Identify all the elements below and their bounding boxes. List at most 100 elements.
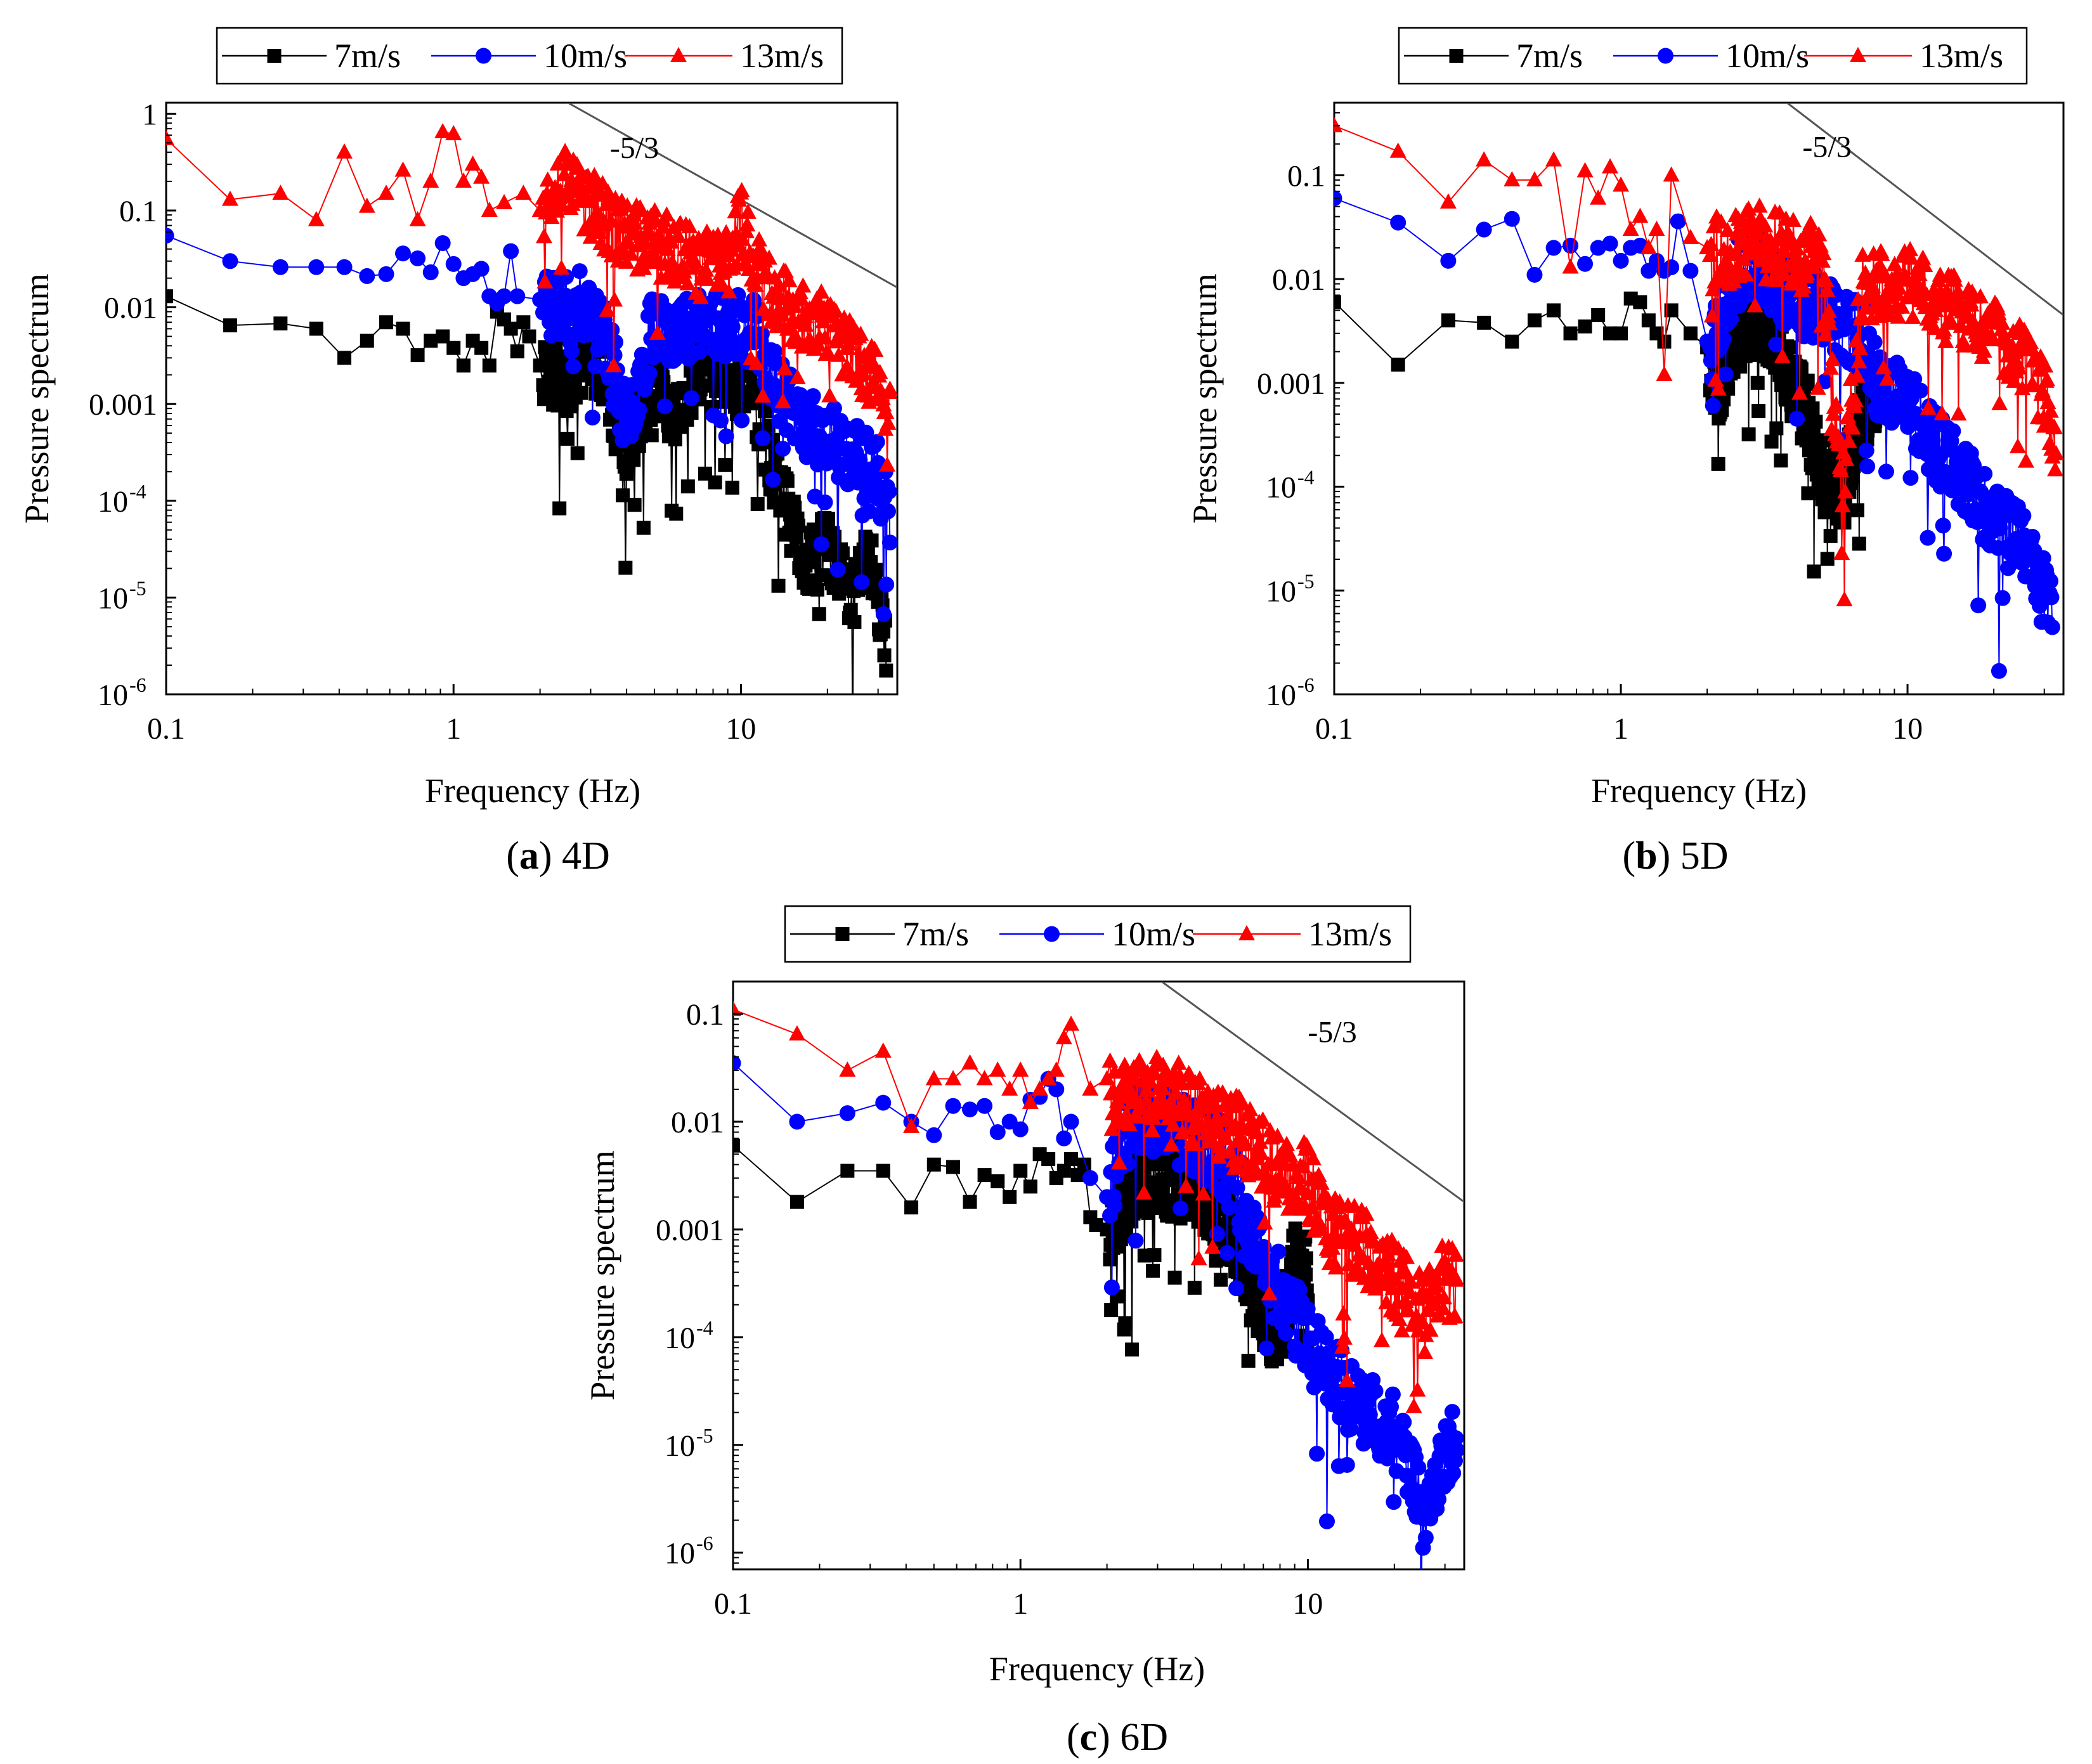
data-point	[1141, 1073, 1159, 1089]
data-point	[434, 235, 451, 251]
panel-letter: c	[1080, 1716, 1098, 1759]
data-point	[336, 259, 353, 275]
data-point	[599, 301, 616, 317]
data-point	[2034, 382, 2051, 398]
y-tick-label: 0.01	[671, 1106, 724, 1139]
data-point	[858, 424, 874, 441]
x-tick-label: 1	[1613, 712, 1628, 746]
data-point	[1023, 1179, 1037, 1194]
panel-caption: (b) 5D	[1622, 834, 1728, 878]
data-point	[1204, 1238, 1221, 1254]
legend-marker	[670, 47, 687, 62]
plot-data	[1334, 103, 2063, 679]
data-point	[1127, 1233, 1144, 1249]
y-tick-exponent: -6	[129, 673, 146, 696]
data-point	[1101, 1052, 1119, 1068]
data-point	[1741, 427, 1756, 442]
panel-caption: (c) 6D	[1067, 1716, 1168, 1759]
data-point	[739, 216, 756, 232]
data-point	[687, 253, 704, 269]
data-point	[2043, 573, 2059, 589]
data-point	[725, 481, 739, 495]
data-point	[751, 231, 768, 247]
data-point	[1886, 256, 1903, 271]
y-tick-label: 10	[1266, 678, 1296, 712]
data-point	[605, 357, 622, 373]
data-point	[1367, 1280, 1384, 1296]
series-13ms	[1334, 117, 2063, 607]
data-point	[1602, 158, 1619, 174]
data-point	[2015, 507, 2032, 524]
data-point	[1327, 1259, 1344, 1274]
slope-line	[1786, 103, 2063, 316]
data-point	[871, 363, 888, 379]
data-point	[1814, 252, 1831, 268]
data-point	[1914, 249, 1932, 265]
data-point	[812, 607, 826, 621]
data-point	[1603, 326, 1618, 340]
data-point	[769, 313, 786, 329]
data-point	[1718, 252, 1735, 268]
data-point	[720, 283, 737, 299]
data-point	[1591, 308, 1606, 322]
data-point	[670, 227, 687, 243]
data-point	[748, 354, 765, 370]
data-point	[1563, 326, 1578, 340]
data-point	[683, 390, 699, 406]
data-point	[1663, 259, 1680, 275]
data-point	[583, 191, 600, 207]
data-point	[733, 1001, 741, 1016]
data-point	[739, 204, 757, 219]
data-point	[821, 512, 836, 526]
data-point	[2039, 371, 2056, 387]
data-point	[1254, 1111, 1271, 1127]
data-point	[875, 1094, 892, 1111]
data-point	[876, 1164, 890, 1178]
data-point	[1710, 380, 1727, 396]
data-point	[878, 404, 895, 420]
data-point	[1299, 1251, 1313, 1266]
data-point	[1384, 1386, 1401, 1403]
data-point	[649, 324, 666, 340]
data-point	[1791, 384, 1809, 400]
data-point	[1416, 1343, 1433, 1359]
data-point	[789, 368, 806, 384]
legend-marker	[1658, 48, 1673, 64]
data-point	[422, 264, 439, 280]
data-point	[1167, 1084, 1185, 1100]
data-point	[588, 203, 606, 219]
data-point	[869, 434, 885, 450]
data-point	[1103, 1252, 1117, 1267]
data-point	[1850, 353, 1868, 368]
data-point	[881, 380, 897, 396]
data-point	[1163, 1136, 1180, 1152]
data-point	[1335, 1329, 1353, 1345]
data-point	[926, 1127, 942, 1143]
data-point	[1847, 391, 1864, 407]
data-point	[1252, 1133, 1269, 1149]
y-tick-label: 0.001	[656, 1214, 724, 1247]
data-point	[552, 501, 567, 516]
data-point	[394, 161, 412, 177]
data-point	[1750, 375, 1765, 390]
data-point	[336, 143, 353, 159]
data-point	[1398, 1467, 1415, 1484]
data-point	[713, 275, 730, 290]
data-point	[456, 358, 471, 373]
data-point	[1405, 1398, 1422, 1413]
data-point	[1784, 212, 1802, 228]
data-point	[1082, 1080, 1099, 1096]
data-point	[1242, 1101, 1259, 1117]
data-point	[1578, 319, 1592, 334]
data-point	[1577, 256, 1594, 272]
data-point	[1764, 434, 1779, 449]
data-point	[166, 228, 174, 244]
data-point	[1819, 282, 1836, 297]
panel-suffix: 6D	[1110, 1716, 1168, 1759]
data-point	[1048, 1061, 1065, 1077]
data-point	[571, 309, 587, 326]
data-point	[604, 321, 620, 338]
data-point	[565, 358, 581, 375]
